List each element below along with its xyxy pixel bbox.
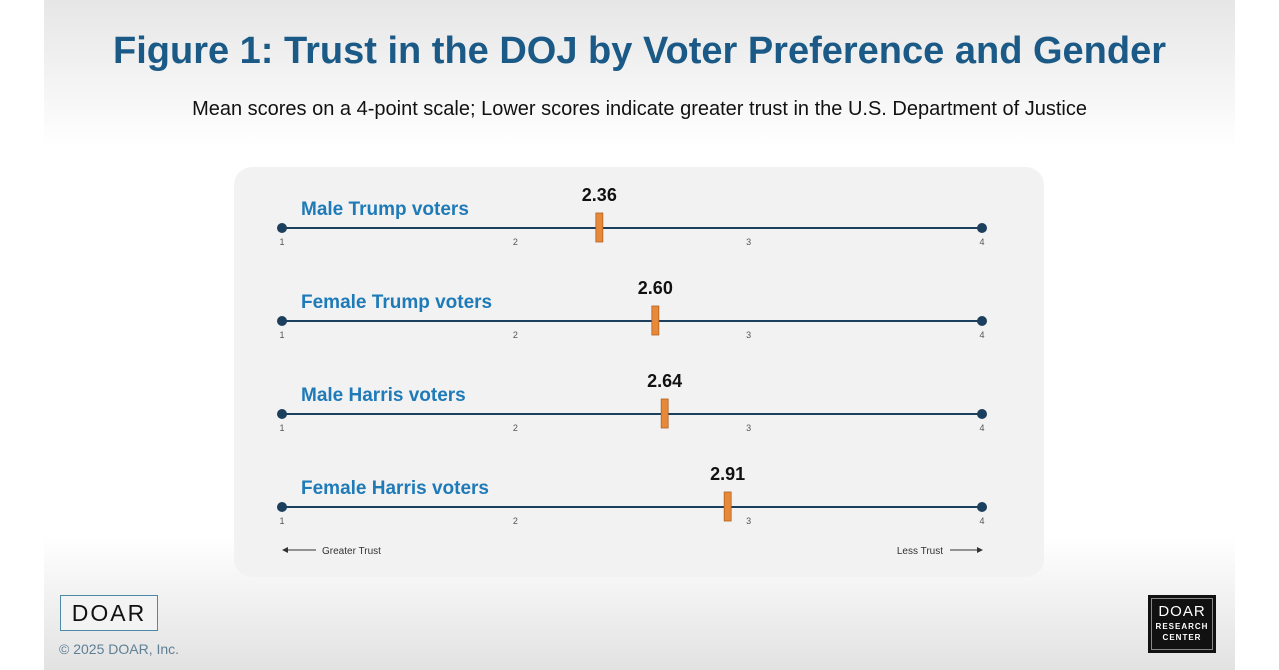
tick-label: 4 — [979, 330, 984, 340]
tick-label: 1 — [279, 237, 284, 247]
arrow-left-icon — [282, 547, 288, 553]
less-trust-label: Less Trust — [897, 546, 943, 557]
chart-subtitle: Mean scores on a 4-point scale; Lower sc… — [192, 98, 1087, 120]
value-label: 2.60 — [638, 278, 673, 298]
axis-start-dot — [277, 223, 287, 233]
logo-line-2: RESEARCH — [1155, 622, 1209, 631]
tick-label: 2 — [513, 237, 518, 247]
copyright: © 2025 DOAR, Inc. — [59, 641, 180, 657]
chart-panel — [234, 167, 1044, 577]
row-label: Female Harris voters — [301, 478, 489, 499]
tick-label: 1 — [279, 516, 284, 526]
doar-logo: DOAR — [60, 595, 158, 631]
axis-end-dot — [977, 316, 987, 326]
tick-label: 1 — [279, 423, 284, 433]
axis-start-dot — [277, 409, 287, 419]
value-marker — [660, 398, 669, 429]
tick-label: 2 — [513, 423, 518, 433]
tick-label: 4 — [979, 237, 984, 247]
axis-start-dot — [277, 502, 287, 512]
axis-end-dot — [977, 409, 987, 419]
tick-label: 3 — [746, 516, 751, 526]
tick-label: 2 — [513, 330, 518, 340]
row-label: Male Trump voters — [301, 199, 469, 220]
tick-label: 1 — [279, 330, 284, 340]
tick-label: 4 — [979, 423, 984, 433]
tick-label: 3 — [746, 237, 751, 247]
value-marker — [651, 305, 660, 336]
chart-title: Figure 1: Trust in the DOJ by Voter Pref… — [113, 30, 1166, 72]
arrow-right-icon — [977, 547, 983, 553]
tick-label: 4 — [979, 516, 984, 526]
value-label: 2.64 — [647, 371, 682, 391]
axis-end-dot — [977, 223, 987, 233]
axis-start-dot — [277, 316, 287, 326]
axis-end-dot — [977, 502, 987, 512]
logo-line-3: CENTER — [1162, 633, 1202, 642]
tick-label: 3 — [746, 330, 751, 340]
logo-line-1: DOAR — [1158, 603, 1206, 620]
value-marker — [595, 212, 604, 243]
tick-label: 3 — [746, 423, 751, 433]
value-label: 2.91 — [710, 464, 745, 484]
greater-trust-label: Greater Trust — [322, 546, 381, 557]
row-label: Female Trump voters — [301, 292, 492, 313]
value-marker — [723, 491, 732, 522]
tick-label: 2 — [513, 516, 518, 526]
row-label: Male Harris voters — [301, 385, 466, 406]
value-label: 2.36 — [582, 185, 617, 205]
doar-research-center-logo: DOAR RESEARCH CENTER — [1148, 595, 1216, 653]
